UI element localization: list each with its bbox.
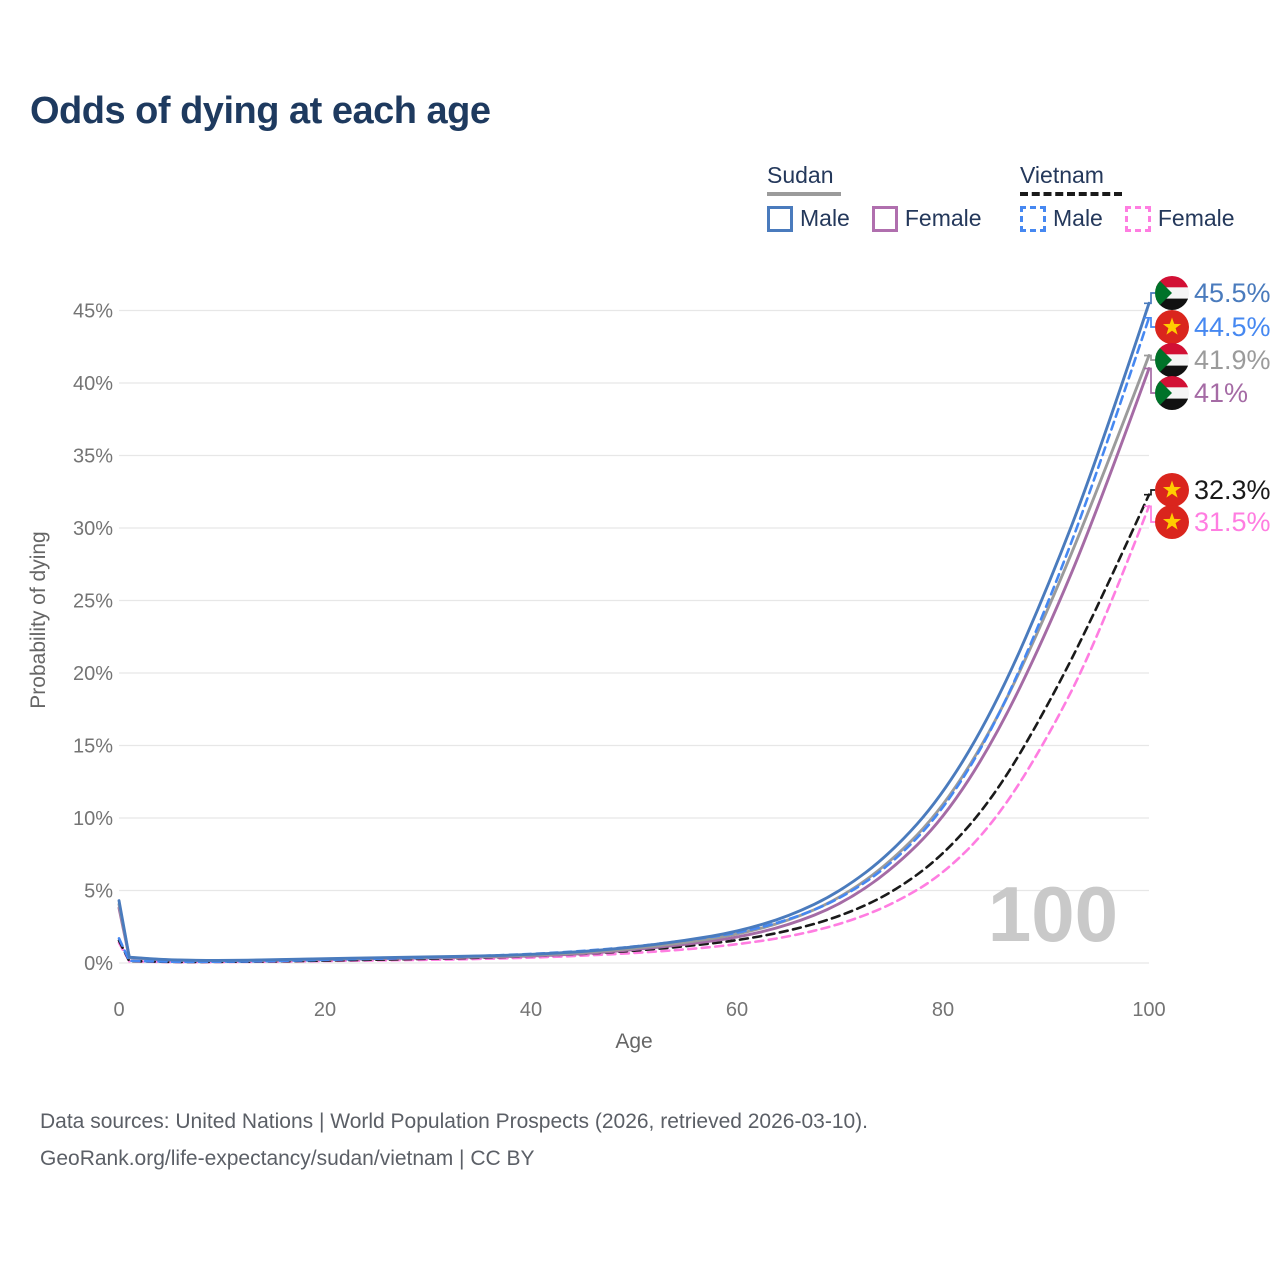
legend-swatch-sudan-female <box>871 205 898 232</box>
end-label-sudan-male: 45.5% <box>1194 278 1271 308</box>
curve-sudan-male <box>117 301 1151 962</box>
y-tick-10%: 10% <box>73 808 113 830</box>
data-source-line: Data sources: United Nations | World Pop… <box>40 1110 869 1133</box>
y-tick-35%: 35% <box>73 446 113 468</box>
x-tick-100: 100 <box>1132 999 1165 1021</box>
vietnam-flag-icon <box>1155 505 1189 539</box>
y-tick-40%: 40% <box>73 373 113 395</box>
y-tick-0%: 0% <box>84 953 113 975</box>
label-connector-sudan-both <box>1144 354 1155 361</box>
y-tick-30%: 30% <box>73 518 113 540</box>
legend-label-sudan-male: Male <box>800 205 850 231</box>
end-label-sudan-female: 41% <box>1194 378 1248 408</box>
y-tick-20%: 20% <box>73 663 113 685</box>
legend-line-sample-sudan <box>767 192 841 196</box>
label-connector-sudan-female <box>1144 367 1155 394</box>
legend-item-sudan-female: Female <box>871 205 982 232</box>
label-connector-vietnam-female <box>1144 505 1155 523</box>
x-tick-0: 0 <box>113 999 124 1021</box>
end-label-vietnam-both: 32.3% <box>1194 475 1271 505</box>
legend-group-sudan: Sudan Male Female <box>767 162 982 232</box>
end-label-sudan-both: 41.9% <box>1194 345 1271 375</box>
x-tick-20: 20 <box>314 999 336 1021</box>
legend-header-sudan: Sudan <box>767 162 834 188</box>
y-tick-15%: 15% <box>73 736 113 758</box>
legend-swatch-sudan-male <box>767 205 793 232</box>
legend-header-vietnam: Vietnam <box>1020 162 1104 188</box>
sudan-flag-icon <box>1155 376 1189 410</box>
legend-swatch-vietnam-female <box>1124 205 1151 232</box>
y-axis-label: Probability of dying <box>27 531 50 708</box>
x-axis-label: Age <box>615 1030 652 1053</box>
age-watermark: 100 <box>988 870 1118 958</box>
label-connector-vietnam-male <box>1144 316 1155 328</box>
y-tick-25%: 25% <box>73 591 113 613</box>
legend-label-sudan-female: Female <box>904 205 982 231</box>
legend-label-vietnam-male: Male <box>1053 205 1103 231</box>
end-label-vietnam-male: 44.5% <box>1194 312 1271 342</box>
sudan-flag-icon <box>1155 276 1189 310</box>
vietnam-flag-icon <box>1155 310 1189 344</box>
chart-canvas: 0% 5% 10% 15% 20% 25% 30% 35% 40% 45% 0 20 40 60 80 100… <box>27 276 1271 1053</box>
legend-label-vietnam-female: Female <box>1157 205 1235 231</box>
legend-item-vietnam-male: Male <box>1020 205 1103 232</box>
y-tick-45%: 45% <box>73 301 113 323</box>
legend-line-sample-vietnam <box>1020 192 1122 196</box>
label-connector-sudan-male <box>1144 292 1155 305</box>
x-tick-40: 40 <box>520 999 542 1021</box>
curve-vietnam-male <box>117 316 1151 964</box>
y-tick-5%: 5% <box>84 881 113 903</box>
legend-item-vietnam-female: Female <box>1124 205 1235 232</box>
legend-swatch-vietnam-male <box>1020 205 1046 232</box>
legend-item-sudan-male: Male <box>767 205 850 232</box>
page-title: Odds of dying at each age <box>30 90 491 132</box>
attribution-line: GeoRank.org/life-expectancy/sudan/vietna… <box>40 1147 535 1170</box>
legend-group-vietnam: Vietnam Male Female <box>1020 162 1235 232</box>
x-tick-80: 80 <box>932 999 954 1021</box>
sudan-flag-icon <box>1155 343 1189 377</box>
label-connector-vietnam-both <box>1144 489 1155 496</box>
end-label-vietnam-female: 31.5% <box>1194 507 1271 537</box>
x-tick-60: 60 <box>726 999 748 1021</box>
vietnam-flag-icon <box>1155 473 1189 507</box>
